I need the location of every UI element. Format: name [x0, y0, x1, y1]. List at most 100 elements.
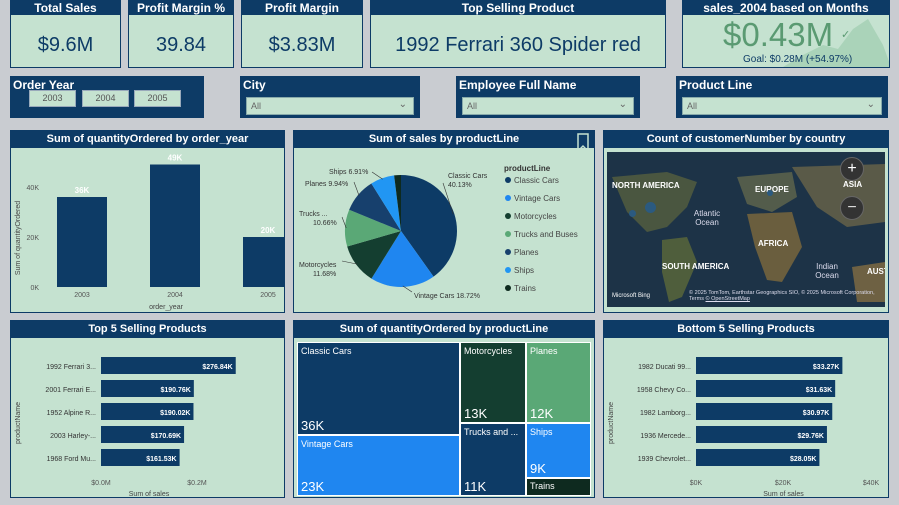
tile-value: 12K — [530, 406, 554, 421]
slice-label: Classic Cars — [448, 173, 488, 180]
legend-title: productLine — [504, 164, 551, 173]
city-dropdown[interactable]: All ⌄ — [246, 97, 414, 115]
data-label: $29.76K — [797, 433, 823, 440]
year-button-2005[interactable]: 2005 — [134, 90, 181, 107]
bar — [101, 357, 236, 374]
bar — [101, 426, 185, 443]
data-label: $190.02K — [160, 410, 190, 417]
slicer-title: Order Year — [13, 78, 75, 92]
chevron-down-icon: ⌄ — [398, 99, 407, 110]
year-button-2003[interactable]: 2003 — [29, 90, 76, 107]
legend-marker — [505, 195, 511, 201]
treemap-tile-trains[interactable]: Trains — [526, 478, 591, 496]
treemap-tile-ships[interactable]: Ships 9K — [526, 423, 591, 478]
x-tick-label: 2003 — [74, 292, 90, 299]
data-label: 49K — [168, 154, 183, 163]
data-label: $33.27K — [813, 364, 839, 371]
zoom-in-button[interactable]: + — [840, 157, 864, 181]
x-axis-label: order_year — [149, 304, 184, 311]
panel-title: Top 5 Selling Products — [11, 321, 284, 338]
slicer-employee: Employee Full Name All ⌄ — [456, 76, 640, 118]
slice-label: Planes 9.94% — [305, 181, 348, 188]
legend-marker — [505, 285, 511, 291]
year-button-2004[interactable]: 2004 — [82, 90, 129, 107]
kpi-sales-2004: sales_2004 based on Months $0.43M ✓ Goal… — [682, 0, 890, 68]
slice-label: Motorcycles — [299, 262, 337, 269]
pie-slice — [347, 231, 401, 279]
treemap-tile-vintage-cars[interactable]: Vintage Cars 23K — [297, 435, 460, 496]
map-label-asia: ASIA — [843, 180, 863, 189]
kpi-title: Profit Margin % — [129, 1, 233, 15]
slice-value: 10.66% — [313, 220, 337, 227]
slice-value: 40.13% — [448, 182, 472, 189]
map-attribution: © 2025 TomTom, Earthstar Geographics SIO… — [689, 290, 879, 302]
panel-qty-by-year: Sum of quantityOrdered by order_year 0K 2… — [10, 130, 285, 313]
map-bubble[interactable] — [645, 202, 656, 213]
tile-label: Ships — [530, 427, 553, 437]
legend-marker — [505, 267, 511, 273]
data-label: 36K — [75, 186, 90, 195]
y-axis-label: productName — [608, 402, 615, 444]
world-map[interactable]: NORTH AMERICA EUROPE ASIA Atlantic Ocean… — [607, 152, 885, 307]
legend-marker — [505, 231, 511, 237]
tile-label: Planes — [530, 346, 558, 356]
panel-title: Sum of sales by productLine — [294, 131, 594, 148]
kpi-value: $0.43M — [723, 16, 834, 53]
legend-marker — [505, 177, 511, 183]
category-label: 1952 Alpine R... — [47, 410, 96, 417]
pie-slice — [345, 209, 401, 247]
slicer-city: City All ⌄ — [240, 76, 420, 118]
tile-value: 9K — [530, 461, 546, 476]
legend-marker — [505, 213, 511, 219]
map-bubble[interactable] — [767, 190, 773, 196]
leader-line — [341, 260, 358, 265]
x-tick-label: 2005 — [260, 292, 276, 299]
slice-value: 11.68% — [313, 271, 336, 278]
map-bubble[interactable] — [629, 210, 636, 217]
kpi-title: Total Sales — [11, 1, 120, 15]
treemap-tile-motorcycles[interactable]: Motorcycles 13K — [460, 342, 526, 423]
kpi-top-product: Top Selling Product 1992 Ferrari 360 Spi… — [370, 0, 666, 68]
x-tick-label: $0K — [690, 480, 703, 487]
data-label: 20K — [261, 226, 276, 235]
x-tick-label: $20K — [775, 480, 792, 487]
employee-dropdown[interactable]: All ⌄ — [462, 97, 634, 115]
treemap-tile-planes[interactable]: Planes 12K — [526, 342, 591, 423]
y-tick-label: 0K — [30, 285, 39, 292]
treemap-tile-classic-cars[interactable]: Classic Cars 36K — [297, 342, 460, 435]
y-tick-label: 20K — [27, 235, 40, 242]
slicer-title: City — [243, 78, 266, 92]
slice-label: Vintage Cars 18.72% — [414, 293, 480, 300]
zoom-out-button[interactable]: − — [840, 196, 864, 220]
legend-label: Motorcycles — [514, 212, 557, 221]
sales-by-line-pie: Classic Cars 40.13% Vintage Cars 18.72% Mot… — [299, 164, 578, 300]
pie-slice — [371, 175, 401, 231]
kpi-profit-margin-pct: Profit Margin % 39.84 — [128, 0, 234, 68]
category-label: 1982 Lamborg... — [640, 410, 691, 417]
bar — [57, 197, 107, 287]
bookmark-icon[interactable] — [576, 133, 590, 153]
slice-label: Ships 6.91% — [329, 169, 368, 176]
map-label-north-america: NORTH AMERICA — [612, 181, 680, 190]
map-label-africa: AFRICA — [758, 239, 789, 248]
leader-line — [442, 182, 454, 215]
kpi-value: $3.83M — [268, 34, 336, 56]
panel-title: Bottom 5 Selling Products — [604, 321, 888, 338]
kpi-total-sales: Total Sales $9.6M — [10, 0, 121, 68]
map-label-atlantic: Atlantic Ocean — [693, 209, 721, 227]
treemap-tile-trucks[interactable]: Trucks and ... 11K — [460, 423, 526, 496]
pie-slice — [349, 183, 401, 231]
attribution-osm[interactable]: © OpenStreetMap — [705, 296, 750, 302]
product-line-dropdown[interactable]: All ⌄ — [682, 97, 882, 115]
qty-by-year-chart: 0K 20K 40K Sum of quantityOrdered 36K 2003 49K… — [15, 154, 284, 311]
data-label: $31.63K — [806, 387, 832, 394]
pie-slice — [371, 231, 434, 287]
tile-label: Motorcycles — [464, 346, 513, 356]
slicer-order-year: Order Year 2003 2004 2005 — [10, 76, 204, 118]
data-label: $28.05K — [790, 456, 816, 463]
category-label: 1958 Chevy Co... — [637, 387, 691, 394]
legend-label: Ships — [514, 266, 534, 275]
kpi-goal: Goal: $0.28M (+54.97%) — [743, 54, 853, 65]
tile-label: Classic Cars — [301, 346, 352, 356]
kpi-title: sales_2004 based on Months — [683, 1, 889, 15]
